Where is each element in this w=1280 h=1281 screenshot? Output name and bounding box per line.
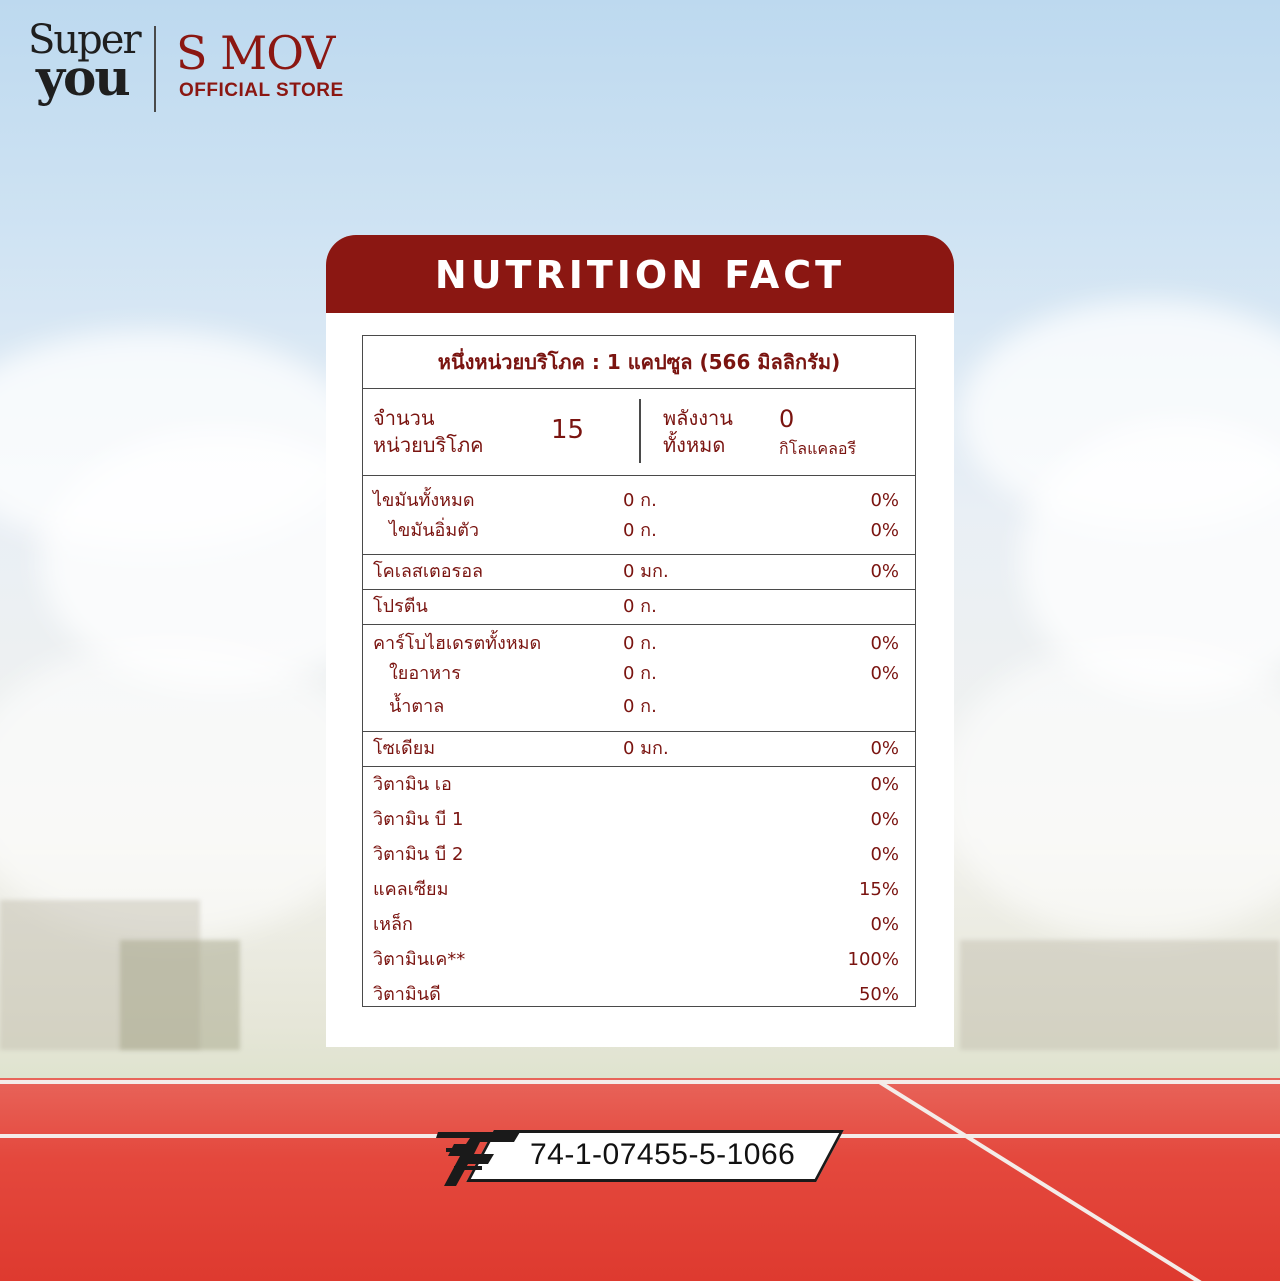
nutrient-name: น้ำตาล — [389, 696, 445, 717]
nutrient-name: โซเดียม — [373, 738, 436, 759]
vitamin-name: วิตามินดี — [373, 984, 441, 1005]
vitamin-name: เหล็ก — [373, 914, 413, 935]
official-store-label: OFFICIAL STORE — [179, 80, 344, 101]
nutrient-percent: 0% — [870, 490, 899, 511]
energy-label-2: ทั้งหมด — [663, 433, 726, 457]
vitamin-row: วิตามินดี 50% — [363, 980, 915, 1010]
superyou-logo-line1: Super — [28, 17, 142, 63]
protein-section: โปรตีน 0 ก. — [363, 590, 915, 625]
superyou-logo-line2: you — [36, 47, 131, 107]
superyou-logo: Super you — [28, 17, 142, 107]
vitamin-percent: 0% — [870, 844, 899, 865]
nutrient-percent: 0% — [870, 663, 899, 684]
cholesterol-section: โคเลสเตอรอล 0 มก. 0% — [363, 555, 915, 590]
vitamin-row: วิตามิน บี 2 0% — [363, 840, 915, 870]
vitamin-row: วิตามิน บี 1 0% — [363, 805, 915, 835]
nutrient-name: โปรตีน — [373, 596, 428, 617]
vitamin-name: วิตามิน บี 1 — [373, 809, 464, 830]
nutrition-title: NUTRITION FACT — [326, 235, 954, 313]
serving-size: หนึ่งหน่วยบริโภค : 1 แคปซูล (566 มิลลิกร… — [363, 336, 915, 389]
servings-label-2: หน่วยบริโภค — [373, 433, 484, 457]
nutrient-name: ไขมันอิ่มตัว — [389, 520, 479, 541]
nutrient-percent: 0% — [870, 738, 899, 759]
vitamin-row: แคลเซียม 15% — [363, 875, 915, 905]
servings-value: 15 — [551, 415, 585, 445]
nutrition-card: NUTRITION FACT หนึ่งหน่วยบริโภค : 1 แคปซ… — [326, 235, 954, 1047]
vitamin-percent: 100% — [847, 949, 899, 970]
nutrient-amount: 0 ก. — [623, 696, 657, 717]
energy-label-1: พลังงาน — [663, 406, 733, 430]
nutrient-percent: 0% — [870, 561, 899, 582]
nutrient-amount: 0 มก. — [623, 561, 669, 582]
nutrient-row: โคเลสเตอรอล 0 มก. 0% — [363, 557, 915, 587]
smov-logo: S MOV — [176, 26, 335, 80]
nutrient-percent: 0% — [870, 520, 899, 541]
vitamin-row: วิตามิน เอ 0% — [363, 770, 915, 800]
vitamin-percent: 50% — [858, 984, 899, 1005]
energy-unit: กิโลแคลอรี — [779, 439, 857, 458]
vitamin-name: วิตามิน บี 2 — [373, 844, 464, 865]
vitamin-name: แคลเซียม — [373, 879, 449, 900]
servings-divider — [639, 399, 641, 463]
registration-number: 74-1-07455-5-1066 — [530, 1138, 796, 1171]
registration-badge: 74-1-07455-5-1066 — [434, 1128, 844, 1188]
vitamin-row: เหล็ก 0% — [363, 910, 915, 940]
nutrient-row: คาร์โบไฮเดรตทั้งหมด 0 ก. 0% — [363, 629, 915, 659]
nutrition-table: หนึ่งหน่วยบริโภค : 1 แคปซูล (566 มิลลิกร… — [362, 335, 916, 1007]
vitamin-name: วิตามินเค** — [373, 949, 466, 970]
energy-value: 0 — [779, 405, 795, 433]
vitamins-section: วิตามิน เอ 0% วิตามิน บี 1 0% วิตามิน บี… — [363, 767, 915, 1013]
nutrient-row: ใยอาหาร 0 ก. 0% — [363, 659, 915, 689]
nutrient-row: ไขมันทั้งหมด 0 ก. 0% — [363, 486, 915, 516]
logo-divider — [154, 26, 156, 112]
vitamin-name: วิตามิน เอ — [373, 774, 452, 795]
servings-label-1: จำนวน — [373, 406, 435, 430]
fda-mark-icon — [436, 1132, 520, 1186]
nutrient-amount: 0 มก. — [623, 738, 669, 759]
sodium-section: โซเดียม 0 มก. 0% — [363, 732, 915, 767]
nutrient-name: ใยอาหาร — [389, 663, 461, 684]
nutrient-row: โซเดียม 0 มก. 0% — [363, 734, 915, 764]
nutrient-percent: 0% — [870, 633, 899, 654]
nutrient-name: โคเลสเตอรอล — [373, 561, 484, 582]
nutrient-amount: 0 ก. — [623, 663, 657, 684]
nutrient-name: คาร์โบไฮเดรตทั้งหมด — [373, 633, 542, 654]
vitamin-percent: 0% — [870, 914, 899, 935]
nutrient-amount: 0 ก. — [623, 490, 657, 511]
vitamin-row: วิตามินเค** 100% — [363, 945, 915, 975]
vitamin-percent: 0% — [870, 774, 899, 795]
nutrient-amount: 0 ก. — [623, 520, 657, 541]
servings-energy-box: จำนวน หน่วยบริโภค 15 พลังงาน ทั้งหมด 0 ก… — [363, 389, 915, 476]
nutrient-name: ไขมันทั้งหมด — [373, 490, 475, 511]
vitamin-percent: 0% — [870, 809, 899, 830]
nutrient-amount: 0 ก. — [623, 633, 657, 654]
carbohydrate-section: คาร์โบไฮเดรตทั้งหมด 0 ก. 0% ใยอาหาร 0 ก.… — [363, 625, 915, 732]
vitamin-percent: 15% — [858, 879, 899, 900]
nutrient-amount: 0 ก. — [623, 596, 657, 617]
nutrient-row: โปรตีน 0 ก. — [363, 592, 915, 622]
nutrient-row: น้ำตาล 0 ก. — [363, 692, 915, 722]
nutrient-row: ไขมันอิ่มตัว 0 ก. 0% — [363, 516, 915, 546]
fat-section: ไขมันทั้งหมด 0 ก. 0% ไขมันอิ่มตัว 0 ก. 0… — [363, 476, 915, 555]
